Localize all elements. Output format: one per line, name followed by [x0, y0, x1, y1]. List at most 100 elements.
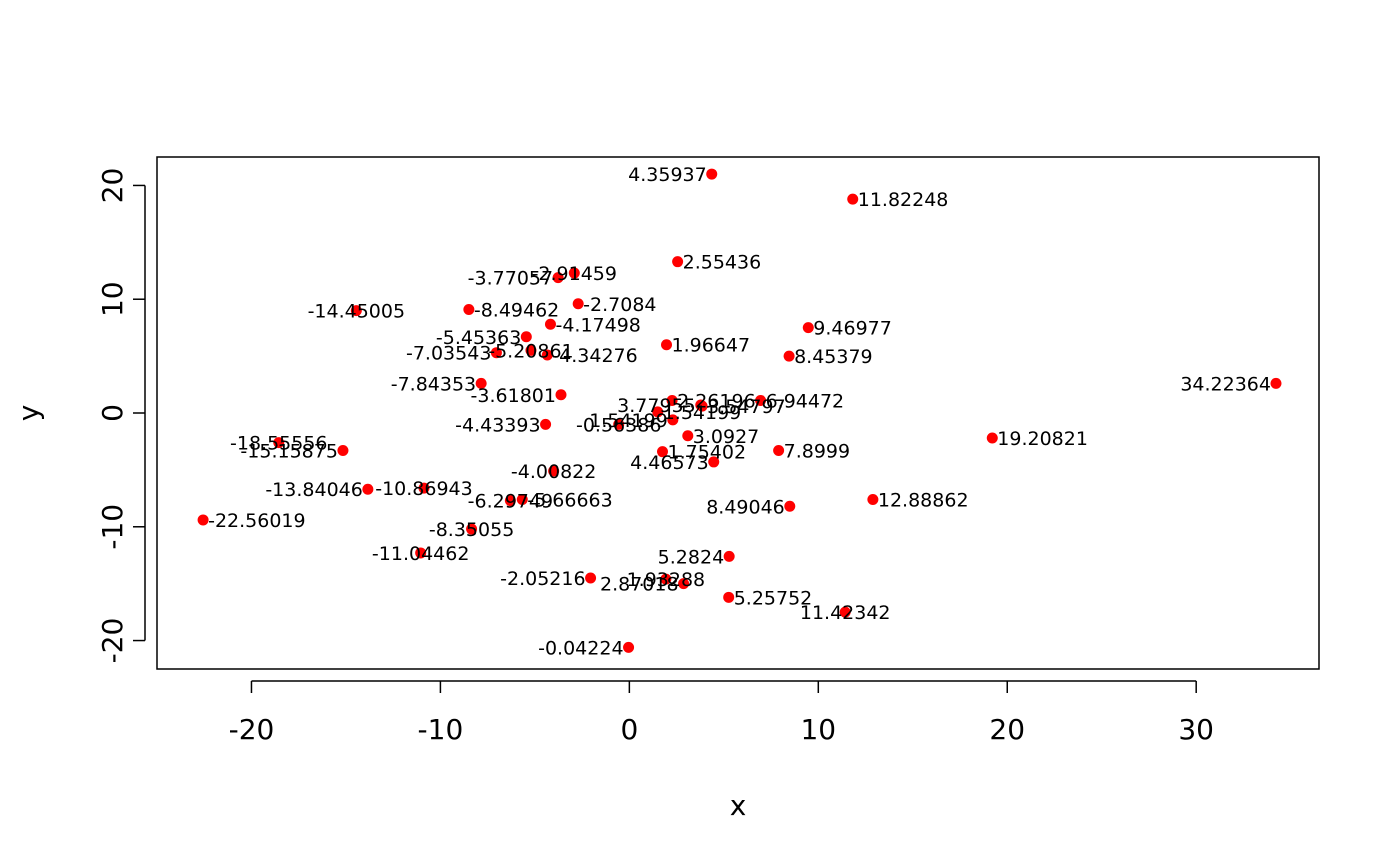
y-axis: -20 -10 0 10 20 — [96, 168, 146, 664]
point-label: 2.87018 — [600, 574, 679, 596]
data-point — [504, 495, 516, 507]
point-label: -2.7084 — [583, 294, 656, 316]
point-label: -5.66663 — [527, 489, 612, 511]
data-point — [696, 400, 708, 412]
data-point — [568, 267, 580, 279]
data-point — [552, 272, 564, 284]
data-point — [516, 493, 528, 505]
data-point — [520, 331, 532, 343]
point-labels: 4.35937 11.82248 2.55436 -2.91459-3.77057 -1… — [208, 164, 1271, 659]
point-label: -6.29749 — [468, 491, 553, 513]
y-tick-label: 0 — [96, 404, 129, 422]
point-label: 3.77955 — [617, 395, 696, 417]
data-point — [197, 514, 209, 526]
point-label: 11.42342 — [800, 602, 891, 624]
data-point — [572, 298, 584, 310]
point-label: -15.15875 — [240, 441, 338, 463]
x-tick-label: -10 — [418, 713, 464, 746]
point-label: -2.05216 — [500, 568, 585, 590]
y-tick-label: 10 — [96, 281, 129, 317]
plot-frame — [156, 156, 1320, 670]
point-label: 1.93288 — [627, 569, 706, 591]
point-label: 1.75402 — [667, 442, 746, 464]
data-point — [986, 432, 998, 444]
y-axis-title: y — [12, 405, 45, 422]
data-point — [350, 305, 362, 317]
y-tick-label: 20 — [96, 168, 129, 204]
data-point — [706, 168, 718, 180]
x-tick-label: 30 — [1178, 713, 1214, 746]
x-tick-label: 0 — [620, 713, 638, 746]
data-point — [362, 483, 374, 495]
data-point — [415, 547, 427, 559]
data-point — [839, 606, 851, 618]
point-label: -11.04462 — [372, 543, 470, 565]
point-label: 1.54199 — [663, 402, 742, 424]
x-tick-label: -20 — [229, 713, 275, 746]
data-point — [490, 347, 502, 359]
point-label: 1.96647 — [672, 335, 751, 357]
point-label: 5.2824 — [658, 546, 724, 568]
data-point — [682, 430, 694, 442]
point-label: 11.82248 — [858, 189, 949, 211]
data-point — [723, 550, 735, 562]
data-point — [678, 578, 690, 590]
data-point — [773, 445, 785, 457]
point-label: 5.25752 — [734, 587, 813, 609]
data-point — [847, 193, 859, 205]
point-label: -14.45005 — [308, 301, 406, 323]
data-point — [540, 418, 552, 430]
data-point — [656, 446, 668, 458]
data-point — [613, 418, 625, 430]
point-label: -4.34276 — [552, 345, 637, 367]
data-point — [1270, 377, 1282, 389]
data-point — [672, 256, 684, 268]
y-tick-label: -20 — [96, 618, 129, 664]
point-label: -8.49462 — [474, 299, 559, 321]
point-label: 8.49046 — [706, 496, 785, 518]
y-tick-label: -10 — [96, 504, 129, 550]
point-label: 2.55436 — [683, 252, 762, 274]
x-axis: -20 -10 0 10 20 30 — [229, 680, 1214, 746]
point-label: -5.45363 — [436, 327, 521, 349]
data-point — [541, 349, 553, 361]
x-tick-label: 10 — [800, 713, 836, 746]
point-label: 12.88862 — [878, 489, 969, 511]
data-point — [466, 523, 478, 535]
point-label: -13.84046 — [265, 479, 363, 501]
data-point — [784, 500, 796, 512]
data-point — [544, 318, 556, 330]
data-point — [475, 377, 487, 389]
point-label: -22.56019 — [208, 510, 306, 532]
point-label: 4.35937 — [628, 164, 707, 186]
point-label: -4.43393 — [455, 414, 540, 436]
point-label: 1.54199 — [589, 410, 668, 432]
point-label: 6.94472 — [766, 390, 845, 412]
point-label: -4.00822 — [511, 461, 596, 483]
point-label: -7.84353 — [391, 373, 476, 395]
point-label: 3.0927 — [693, 426, 759, 448]
data-point — [337, 445, 349, 457]
point-label: 7.8999 — [784, 441, 850, 463]
data-point — [708, 456, 720, 468]
data-point — [666, 394, 678, 406]
point-label: -8.35055 — [429, 519, 514, 541]
data-point — [555, 389, 567, 401]
data-point — [755, 394, 767, 406]
point-label: -10.86943 — [375, 478, 473, 500]
data-point — [783, 350, 795, 362]
data-point — [802, 322, 814, 334]
data-points — [197, 168, 1282, 653]
data-point — [525, 344, 537, 356]
point-label: 2.26196 — [677, 390, 756, 412]
data-point — [463, 303, 475, 315]
data-point — [667, 414, 679, 426]
data-point — [623, 641, 635, 653]
point-label: -0.04224 — [538, 637, 623, 659]
point-label: -5.20861 — [488, 340, 573, 362]
data-point — [585, 572, 597, 584]
data-point — [418, 482, 430, 494]
point-label: -4.17498 — [555, 314, 640, 336]
data-point — [548, 465, 560, 477]
